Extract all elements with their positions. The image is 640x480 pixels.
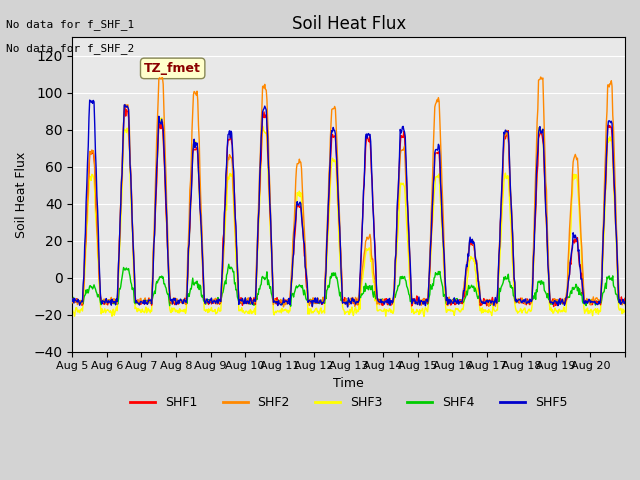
- Y-axis label: Soil Heat Flux: Soil Heat Flux: [15, 151, 28, 238]
- Text: No data for f_SHF_2: No data for f_SHF_2: [6, 43, 134, 54]
- Text: TZ_fmet: TZ_fmet: [144, 62, 201, 75]
- Text: No data for f_SHF_1: No data for f_SHF_1: [6, 19, 134, 30]
- X-axis label: Time: Time: [333, 377, 364, 390]
- Title: Soil Heat Flux: Soil Heat Flux: [292, 15, 406, 33]
- Legend: SHF1, SHF2, SHF3, SHF4, SHF5: SHF1, SHF2, SHF3, SHF4, SHF5: [125, 391, 572, 414]
